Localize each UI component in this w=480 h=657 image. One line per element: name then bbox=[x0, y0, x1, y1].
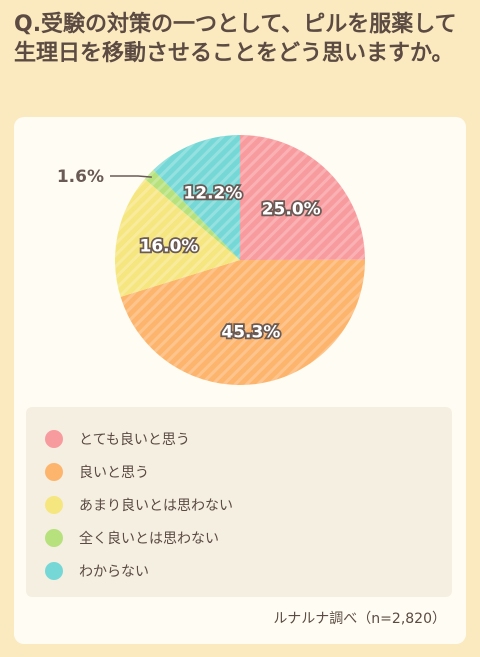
legend-label: 良いと思う bbox=[79, 465, 149, 481]
legend-label: 全く良いとは思わない bbox=[79, 531, 219, 547]
leader-line bbox=[110, 175, 152, 178]
legend-label: とても良いと思う bbox=[79, 432, 190, 448]
data-label: 45.3% bbox=[221, 323, 280, 343]
legend-label: あまり良いとは思わない bbox=[79, 498, 233, 514]
legend-swatch bbox=[45, 430, 63, 448]
pie-slice-texture bbox=[144, 169, 240, 260]
legend-item: あまり良いとは思わない bbox=[45, 493, 233, 517]
source-note: ルナルナ調べ（n=2,820） bbox=[273, 611, 446, 627]
data-label: 25.0% bbox=[262, 200, 321, 220]
pie-slice-texture bbox=[115, 179, 240, 297]
data-label: 1.6% bbox=[57, 167, 104, 187]
question-title: Q.受験の対策の一つとして、ピルを服薬して生理日を移動させることをどう思いますか… bbox=[14, 12, 457, 66]
legend-item: とても良いと思う bbox=[45, 427, 190, 451]
legend-label: わからない bbox=[79, 564, 149, 580]
legend-item: わからない bbox=[45, 559, 149, 583]
legend-swatch bbox=[45, 562, 63, 580]
pie-slice-texture bbox=[120, 259, 365, 386]
legend-swatch bbox=[45, 529, 63, 547]
legend-swatch bbox=[45, 463, 63, 481]
data-label: 12.2% bbox=[183, 184, 242, 204]
legend: とても良いと思う 良いと思う あまり良いとは思わない 全く良いとは思わない わか… bbox=[26, 407, 452, 597]
pie-chart: 25.0% 45.3% 16.0% 1.6% 12.2% bbox=[57, 135, 365, 386]
legend-item: 全く良いとは思わない bbox=[45, 526, 219, 550]
pie-slice-texture bbox=[153, 135, 240, 260]
legend-swatch bbox=[45, 496, 63, 514]
pie-chart-area: 25.0% 45.3% 16.0% 1.6% 12.2% bbox=[14, 117, 466, 407]
pie-slice-texture bbox=[240, 135, 365, 260]
chart-card: 25.0% 45.3% 16.0% 1.6% 12.2% とても良いと思う 良いと思う … bbox=[14, 117, 466, 644]
legend-item: 良いと思う bbox=[45, 460, 149, 484]
data-label: 16.0% bbox=[139, 236, 198, 256]
